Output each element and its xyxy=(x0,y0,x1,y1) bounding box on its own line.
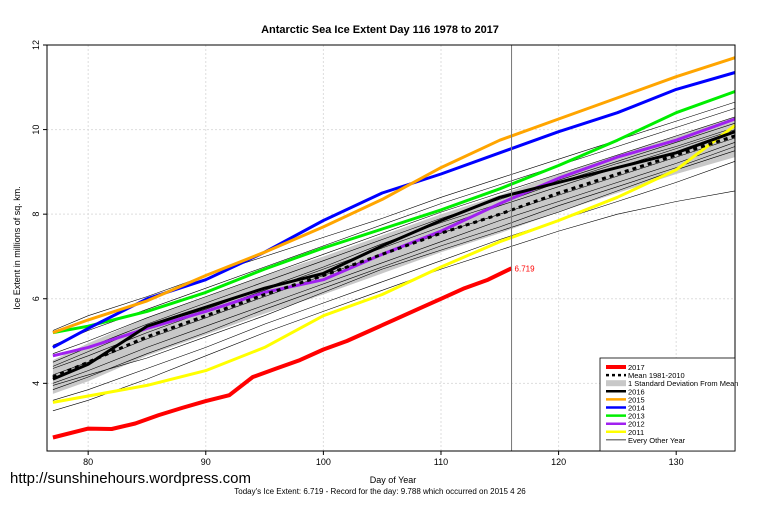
y-axis-label: Ice Extent in millions of sq. km. xyxy=(12,186,22,310)
series-line-2013 xyxy=(52,90,736,335)
legend-label: Every Other Year xyxy=(628,436,686,445)
other-year-line xyxy=(52,150,736,386)
x-tick-label: 100 xyxy=(316,457,331,467)
y-tick-label: 12 xyxy=(31,40,41,50)
other-year-line xyxy=(52,190,736,412)
other-year-line xyxy=(52,122,736,363)
series-line-2011 xyxy=(52,124,736,404)
legend-swatch xyxy=(606,380,626,387)
series-line-mean-1981-2010 xyxy=(52,134,736,379)
series-line-2016 xyxy=(52,130,736,381)
series-group: 6.719 xyxy=(52,45,736,451)
legend-label: 2013 xyxy=(628,412,645,421)
std-band xyxy=(52,116,735,394)
current-value-label: 6.719 xyxy=(515,264,536,273)
legend-label: 2016 xyxy=(628,387,645,396)
series-line-2014 xyxy=(52,71,736,349)
legend-label: 2012 xyxy=(628,420,645,429)
y-tick-label: 6 xyxy=(31,296,41,301)
x-tick-label: 90 xyxy=(201,457,211,467)
x-axis-label: Day of Year xyxy=(370,475,417,485)
legend-box xyxy=(599,357,736,452)
legend-label: 2014 xyxy=(628,404,645,413)
chart-title: Antarctic Sea Ice Extent Day 116 1978 to… xyxy=(261,24,499,36)
other-years xyxy=(52,101,736,412)
y-tick-label: 8 xyxy=(31,212,41,217)
other-year-line xyxy=(52,146,736,390)
x-tick-label: 80 xyxy=(83,457,93,467)
legend-label: 2017 xyxy=(628,363,645,372)
series-line-2017 xyxy=(52,266,513,440)
y-tick-label: 4 xyxy=(31,381,41,386)
other-year-line xyxy=(52,116,736,354)
series-line-2012 xyxy=(52,117,736,358)
legend-label: 1 Standard Deviation From Mean xyxy=(628,379,738,388)
axes: 80 90 100 110 120 130 4 6 8 10 12 xyxy=(31,40,736,467)
series-line-2015 xyxy=(52,56,736,335)
other-year-line xyxy=(52,142,736,384)
other-year-line xyxy=(52,161,736,401)
other-year-line xyxy=(52,108,736,346)
legend-label: Mean 1981-2010 xyxy=(628,371,685,380)
x-tick-label: 110 xyxy=(434,457,448,467)
footer-text: Today's Ice Extent: 6.719 - Record for t… xyxy=(234,487,526,496)
watermark: http://sunshinehours.wordpress.com xyxy=(10,470,251,487)
plot-frame xyxy=(46,44,736,452)
std-deviation-band xyxy=(52,116,735,394)
x-tick-label: 130 xyxy=(669,457,684,467)
x-tick-label: 120 xyxy=(551,457,566,467)
y-tick-label: 10 xyxy=(31,125,41,135)
legend-label: 2015 xyxy=(628,395,645,404)
legend-label: 2011 xyxy=(628,428,644,437)
